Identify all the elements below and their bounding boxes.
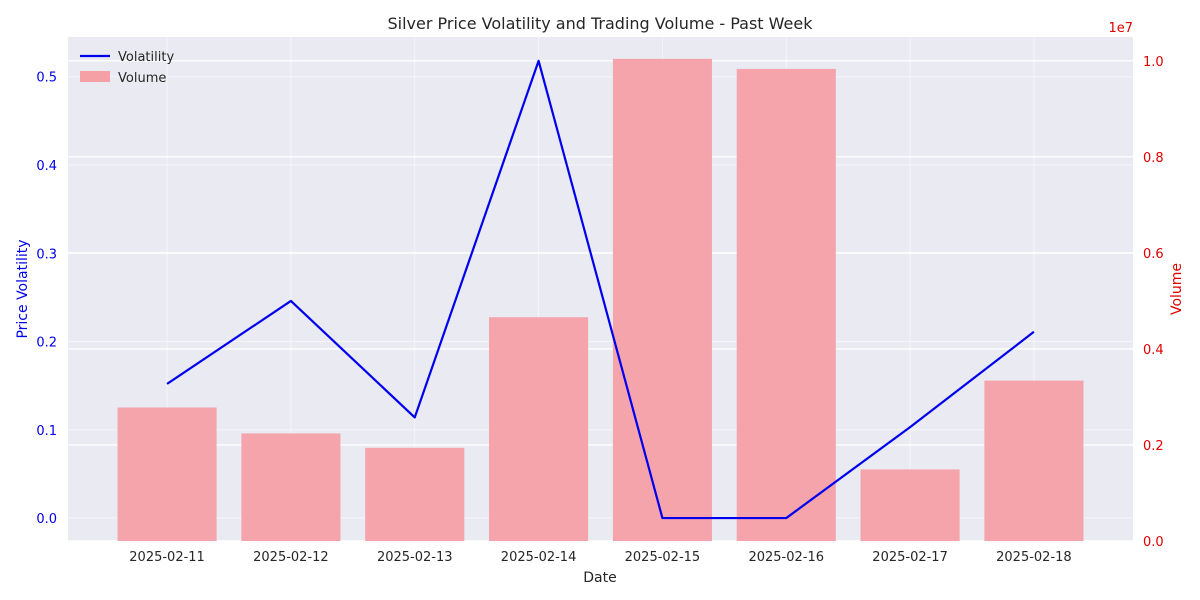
right-tick-label: 0.4 (1143, 343, 1164, 358)
legend: Volatility Volume (80, 50, 174, 86)
volume-bar (117, 407, 217, 541)
right-tick-label: 0.0 (1143, 535, 1164, 550)
legend-bar-swatch (80, 71, 110, 82)
x-tick-label: 2025-02-14 (501, 550, 577, 565)
right-tick-label: 0.6 (1143, 247, 1164, 262)
x-tick-label: 2025-02-16 (748, 550, 824, 565)
x-tick-label: 2025-02-12 (253, 550, 329, 565)
left-tick-label: 0.0 (36, 512, 57, 527)
x-tick-label: 2025-02-13 (377, 550, 453, 565)
chart-title: Silver Price Volatility and Trading Volu… (387, 14, 813, 33)
volume-bar (612, 58, 712, 542)
right-tick-label: 0.8 (1143, 151, 1164, 166)
volume-bar (860, 469, 960, 541)
x-tick-label: 2025-02-15 (625, 550, 701, 565)
left-tick-label: 0.4 (36, 159, 57, 174)
right-axis-multiplier: 1e7 (1108, 21, 1133, 36)
right-tick-labels: 0.0 0.2 0.4 0.6 0.8 1.0 (1143, 55, 1164, 550)
volatility-line (166, 59, 1035, 520)
x-tick-label: 2025-02-17 (872, 550, 948, 565)
legend-label-volatility: Volatility (118, 50, 174, 65)
left-tick-label: 0.3 (36, 247, 57, 262)
right-tick-label: 0.2 (1143, 439, 1164, 454)
x-tick-label: 2025-02-11 (129, 550, 205, 565)
volume-bar (736, 68, 836, 541)
x-axis-title: Date (583, 570, 616, 586)
right-tick-label: 1.0 (1143, 55, 1164, 70)
legend-label-volume: Volume (118, 71, 166, 86)
left-tick-label: 0.1 (36, 424, 57, 439)
volume-bar (984, 380, 1084, 541)
left-tick-label: 0.5 (36, 71, 57, 86)
volume-bar (241, 433, 341, 541)
left-tick-label: 0.2 (36, 336, 57, 351)
volume-bars (117, 58, 1084, 542)
volatility-series-line (166, 59, 1035, 520)
x-tick-labels: 2025-02-11 2025-02-12 2025-02-13 2025-02-14… (129, 550, 1071, 565)
volume-bar (365, 447, 465, 541)
right-axis-title: Volume (1169, 263, 1185, 315)
left-tick-labels: 0.0 0.1 0.2 0.3 0.4 0.5 (36, 71, 57, 527)
volume-bar (489, 317, 589, 541)
x-tick-label: 2025-02-18 (996, 550, 1072, 565)
left-axis-title: Price Volatility (15, 239, 31, 338)
